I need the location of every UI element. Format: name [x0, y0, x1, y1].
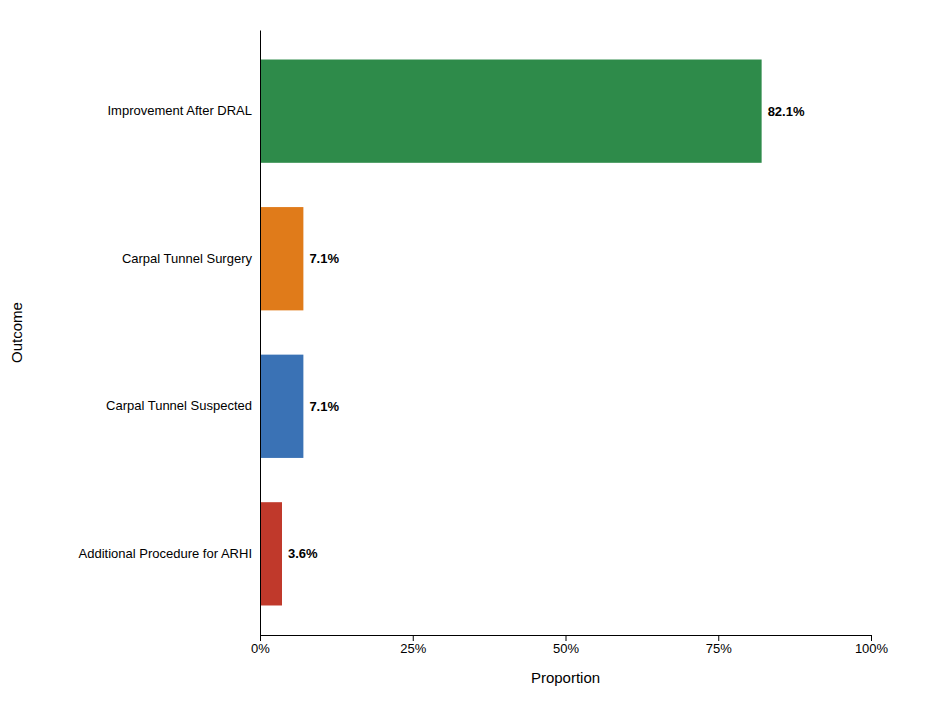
category-tick: Carpal Tunnel Surgery: [122, 251, 260, 266]
category-tick: Improvement After DRAL: [108, 103, 261, 118]
bar: [260, 355, 303, 458]
tick-mark: [871, 635, 872, 641]
axis-line: [261, 636, 872, 642]
tick: 25%: [400, 635, 426, 656]
tick-mark: [718, 635, 719, 641]
bar: [260, 207, 303, 310]
y-axis: Improvement After DRAL Carpal Tunnel Surg…: [79, 31, 261, 636]
chart-svg: 82.1% 7.1% 7.1% 3.6% 0% 25% 50% 75% 100% Improvem…: [0, 0, 941, 705]
category-tick: Carpal Tunnel Suspected: [106, 398, 260, 413]
tick-mark: [260, 635, 261, 641]
axis-line: [260, 31, 261, 636]
y-axis-title: Outcome: [8, 302, 25, 363]
tick-mark: [566, 635, 567, 641]
bars: [260, 60, 762, 606]
plot-area: 82.1% 7.1% 7.1% 3.6% 0% 25% 50% 75% 100% Improvem…: [79, 31, 889, 657]
category-tick: Additional Procedure for ARHI: [79, 546, 260, 561]
tick-label: 50%: [553, 641, 579, 656]
chart-container: 82.1% 7.1% 7.1% 3.6% 0% 25% 50% 75% 100% Improvem…: [0, 0, 941, 705]
tick-label: Improvement After DRAL: [108, 103, 253, 118]
data-label: 82.1%: [768, 104, 805, 119]
bar: [260, 60, 762, 163]
tick-label: Carpal Tunnel Surgery: [122, 251, 253, 266]
tick: 75%: [706, 635, 732, 656]
x-axis-title: Proportion: [531, 669, 600, 686]
tick-label: 100%: [855, 641, 889, 656]
tick-mark: [413, 635, 414, 641]
tick: 0%: [251, 635, 270, 656]
tick: 50%: [553, 635, 579, 656]
tick-label: Additional Procedure for ARHI: [79, 546, 252, 561]
bar: [260, 502, 282, 605]
tick-label: 75%: [706, 641, 732, 656]
data-label: 7.1%: [309, 399, 339, 414]
tick-label: Carpal Tunnel Suspected: [106, 398, 252, 413]
tick-label: 25%: [400, 641, 426, 656]
data-labels: 82.1% 7.1% 7.1% 3.6%: [288, 104, 805, 562]
x-axis: 0% 25% 50% 75% 100%: [251, 635, 888, 656]
data-label: 7.1%: [309, 251, 339, 266]
tick: 100%: [855, 635, 889, 656]
tick-label: 0%: [251, 641, 270, 656]
data-label: 3.6%: [288, 546, 318, 561]
